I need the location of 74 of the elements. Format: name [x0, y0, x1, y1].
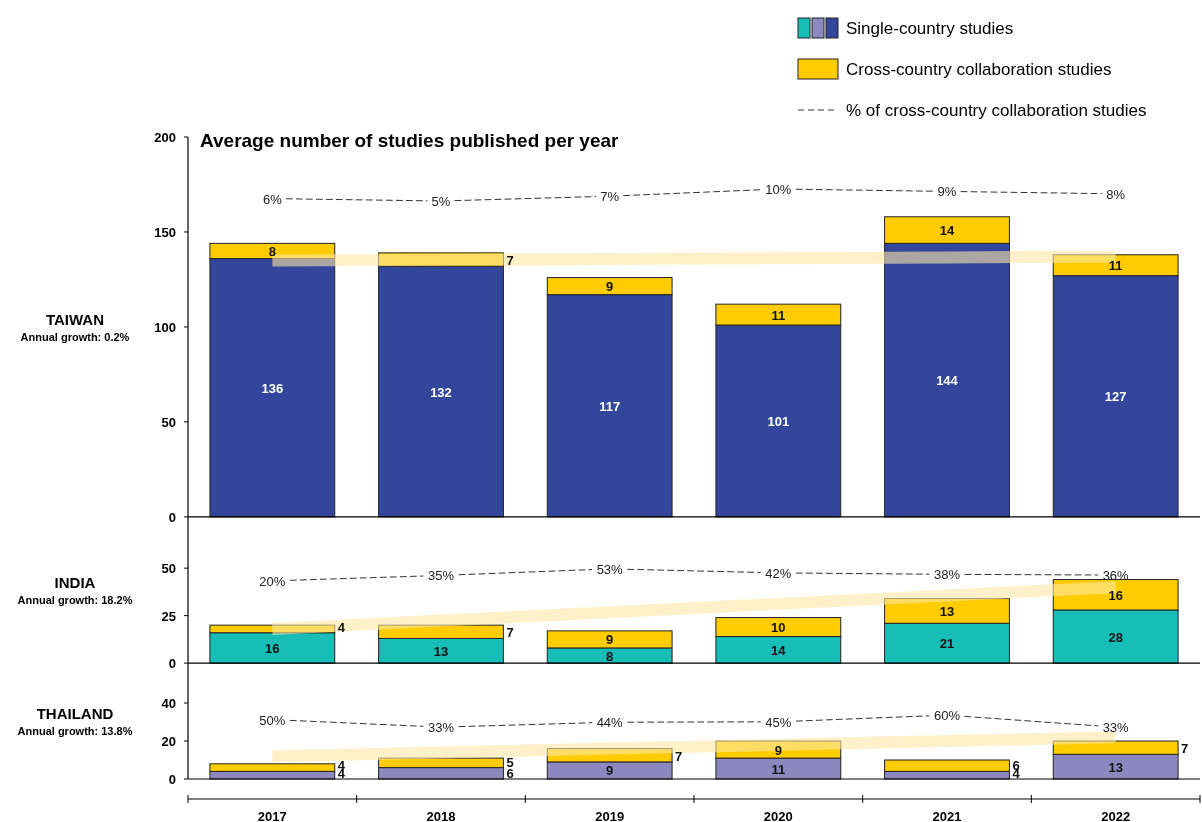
- data-label: 50%: [259, 712, 286, 728]
- x-tick-label: 2019: [595, 809, 625, 822]
- y-tick-label: 20: [161, 734, 176, 750]
- data-label: 127: [1104, 389, 1127, 405]
- text: Annual growth: 0.2%: [20, 330, 130, 343]
- data-label: 53%: [596, 561, 624, 577]
- data-label: 14: [939, 223, 955, 239]
- y-tick-label: 0: [168, 656, 176, 672]
- data-label: 16: [1108, 587, 1123, 603]
- text: Annual growth: 18.2%: [17, 594, 133, 607]
- data-label: 13: [1108, 759, 1123, 775]
- y-tick-label: 200: [154, 130, 176, 145]
- data-label: 13: [433, 643, 449, 659]
- x-tick-label: 2018: [426, 809, 456, 822]
- data-label: 132: [430, 384, 452, 400]
- text: INDIA: [54, 574, 96, 592]
- data-label: 7: [506, 253, 514, 269]
- data-label: 16: [265, 640, 280, 656]
- x-tick-label: 2020: [763, 809, 793, 822]
- legend-label: % of cross-country collaboration studies: [846, 101, 1147, 120]
- x-tick-label: 2017: [257, 809, 287, 822]
- y-tick-label: 0: [168, 772, 176, 787]
- data-label: 45%: [765, 714, 792, 730]
- data-label: 10%: [765, 182, 792, 197]
- data-label: 7: [506, 625, 514, 641]
- legend-label: Single-country studies: [846, 19, 1014, 38]
- data-label: 9: [606, 763, 614, 779]
- y-tick-label: 100: [154, 319, 176, 335]
- text: Annual growth: 13.8%: [17, 725, 133, 738]
- data-label: 7: [675, 748, 683, 764]
- data-label: 11: [1108, 258, 1123, 274]
- data-label: 44%: [596, 715, 624, 731]
- data-label: 11: [771, 761, 786, 777]
- text: TAIWAN: [45, 310, 105, 328]
- data-label: 21: [939, 636, 955, 652]
- data-label: 7%: [600, 189, 620, 205]
- data-label: 6%: [262, 191, 283, 207]
- data-label: 20%: [259, 573, 286, 589]
- data-label: 42%: [765, 565, 792, 581]
- data-label: 33%: [1102, 720, 1130, 736]
- data-label: 11: [771, 307, 786, 323]
- legend-label: Cross-country collaboration studies: [846, 60, 1112, 79]
- data-label: 7: [1181, 741, 1189, 757]
- data-label: 136: [261, 380, 284, 396]
- x-tick-label: 2021: [932, 809, 962, 822]
- data-label: 101: [767, 413, 790, 429]
- data-label: 4: [337, 619, 346, 635]
- data-label: 35%: [427, 568, 455, 584]
- data-label: 9: [606, 632, 614, 648]
- data-label: 14: [771, 642, 787, 658]
- data-label: 117: [599, 398, 621, 414]
- data-label: 5%: [431, 194, 451, 209]
- data-label: 144: [936, 373, 959, 389]
- data-label: 33%: [427, 720, 455, 736]
- data-label: 28: [1108, 629, 1123, 645]
- data-label: 9%: [937, 184, 957, 200]
- data-label: 8%: [1106, 186, 1126, 202]
- data-label: 13: [939, 603, 955, 619]
- data-label: 8: [268, 243, 276, 259]
- y-tick-label: 25: [161, 608, 176, 624]
- data-label: 10: [771, 620, 786, 636]
- y-tick-label: 40: [161, 696, 176, 712]
- data-label: 38%: [933, 567, 961, 583]
- data-label: 60%: [933, 708, 961, 724]
- y-tick-label: 150: [154, 224, 176, 240]
- annotation: Average number of studies published per year: [200, 130, 620, 151]
- data-label: 9: [774, 742, 782, 758]
- y-tick-label: 50: [161, 414, 176, 430]
- y-tick-label: 50: [161, 561, 176, 577]
- data-label: 8: [606, 648, 614, 664]
- y-tick-label: 0: [168, 509, 176, 525]
- x-tick-label: 2022: [1101, 809, 1131, 822]
- data-label: 9: [606, 279, 614, 295]
- text: THAILAND: [36, 705, 114, 723]
